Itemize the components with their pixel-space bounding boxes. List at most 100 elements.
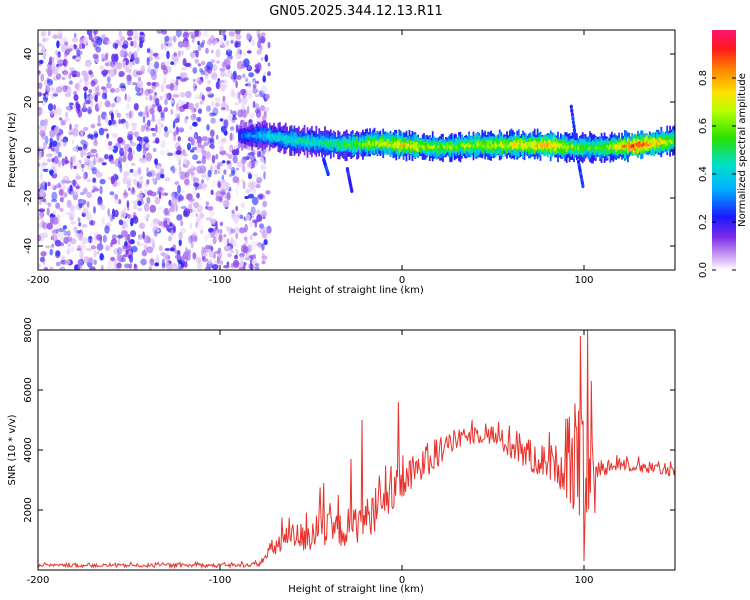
- noise-blob: [248, 263, 254, 270]
- noise-blob: [63, 70, 69, 80]
- noise-blob: [191, 146, 197, 151]
- noise-blob: [216, 60, 221, 64]
- noise-blob: [264, 93, 271, 100]
- noise-blob: [242, 164, 246, 173]
- noise-blob: [195, 102, 199, 109]
- noise-blob: [47, 181, 51, 187]
- noise-blob: [259, 35, 266, 44]
- noise-blob: [42, 51, 47, 60]
- band-cell: [599, 146, 602, 151]
- noise-blob: [201, 146, 205, 154]
- noise-blob: [215, 81, 220, 90]
- band-cell: [632, 144, 635, 148]
- band-cell: [426, 145, 428, 151]
- noise-blob: [90, 148, 97, 154]
- band-cell: [442, 146, 444, 151]
- noise-blob: [57, 59, 64, 67]
- noise-blob: [221, 236, 228, 244]
- noise-blob: [256, 176, 263, 184]
- noise-blob: [226, 261, 230, 266]
- noise-blob: [104, 69, 110, 74]
- x-tick-label: 0: [399, 575, 405, 586]
- band-cell: [263, 133, 265, 138]
- noise-blob: [232, 70, 237, 80]
- noise-blob: [231, 92, 238, 99]
- noise-blob: [245, 257, 252, 261]
- noise-blob: [127, 233, 131, 243]
- noise-blob: [55, 49, 58, 56]
- noise-blob: [257, 40, 262, 49]
- noise-blob: [39, 59, 44, 64]
- noise-blob: [212, 251, 216, 260]
- noise-blob: [199, 165, 205, 173]
- noise-blob: [87, 109, 92, 114]
- band-cell: [431, 145, 434, 150]
- noise-blob: [252, 87, 258, 94]
- noise-blob: [96, 250, 100, 255]
- band-cell: [560, 143, 562, 147]
- noise-blob: [70, 211, 75, 217]
- band-cell: [354, 142, 357, 146]
- noise-blob: [158, 186, 163, 195]
- band-cell: [529, 142, 532, 146]
- figure-title: GN05.2025.344.12.13.R11: [269, 4, 443, 19]
- noise-blob: [246, 32, 251, 40]
- band-cell: [541, 139, 543, 148]
- band-cell: [564, 144, 567, 149]
- noise-blob: [166, 60, 170, 66]
- noise-blob: [241, 179, 244, 183]
- band-cell: [300, 139, 303, 144]
- noise-blob: [61, 76, 66, 81]
- noise-blob: [223, 234, 227, 238]
- noise-blob: [156, 254, 160, 262]
- noise-blob: [174, 191, 181, 200]
- noise-blob: [95, 169, 100, 173]
- noise-blob: [209, 143, 212, 149]
- noise-blob: [190, 113, 197, 121]
- band-cell: [510, 142, 513, 146]
- noise-blob: [132, 212, 137, 217]
- noise-blob: [157, 53, 164, 60]
- y-tick-label: -20: [23, 190, 34, 206]
- band-cell: [411, 144, 414, 148]
- band-cell: [545, 143, 548, 148]
- noise-blob: [261, 243, 265, 251]
- noise-blob: [115, 43, 119, 48]
- noise-blob: [68, 102, 74, 106]
- band-cell: [472, 144, 475, 148]
- band-cell: [319, 142, 322, 145]
- noise-blob: [154, 229, 158, 238]
- noise-blob: [262, 195, 266, 200]
- noise-blob: [180, 78, 187, 82]
- band-cell: [292, 139, 294, 143]
- noise-blob: [132, 40, 137, 48]
- band-cell: [350, 142, 353, 146]
- band-cell: [303, 139, 306, 144]
- noise-blob: [220, 187, 225, 197]
- noise-blob: [55, 228, 59, 234]
- noise-blob: [219, 188, 227, 195]
- noise-blob: [170, 109, 174, 115]
- noise-blob: [190, 149, 195, 153]
- noise-blob: [153, 257, 160, 263]
- noise-blob: [206, 80, 212, 85]
- spectrogram-y-label: Frequency (Hz): [7, 112, 18, 188]
- noise-blob: [84, 157, 90, 164]
- noise-blob: [75, 175, 81, 180]
- noise-blob: [106, 266, 113, 270]
- noise-blob: [114, 158, 120, 167]
- noise-blob: [47, 78, 53, 86]
- noise-blob: [42, 141, 47, 150]
- noise-blob: [38, 42, 43, 47]
- noise-blob: [187, 249, 192, 254]
- band-cell: [613, 144, 616, 149]
- band-branch: [569, 104, 573, 110]
- noise-blob: [41, 100, 46, 107]
- noise-blob: [237, 109, 244, 118]
- band-cell: [405, 144, 408, 149]
- band-cell: [290, 138, 293, 143]
- band-cell: [401, 144, 404, 147]
- band-cell: [450, 146, 453, 149]
- band-cell: [638, 143, 641, 148]
- noise-blob: [57, 141, 61, 149]
